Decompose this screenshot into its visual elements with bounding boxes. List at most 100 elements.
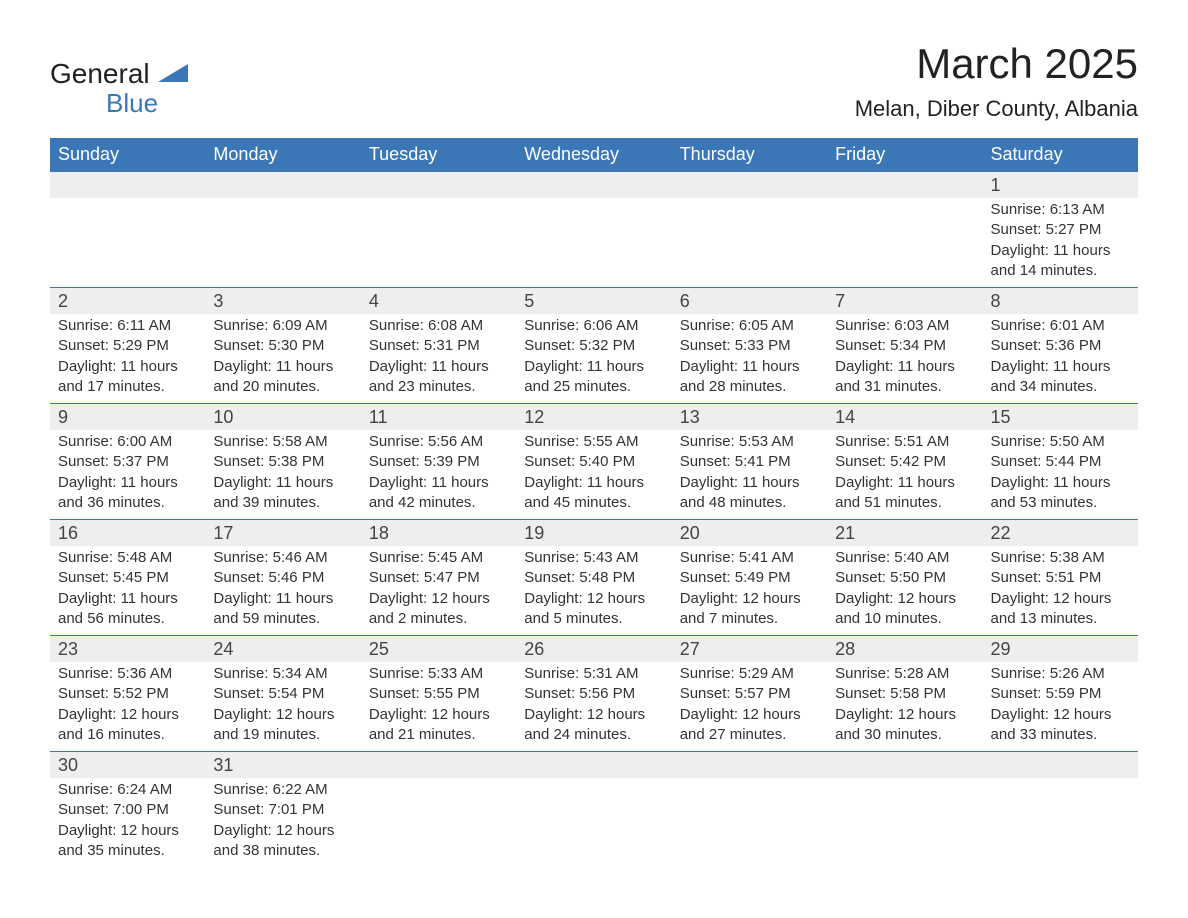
- daylight-text: Daylight: 12 hours: [991, 589, 1130, 609]
- day-number-cell: 2: [50, 288, 205, 315]
- day-number-cell: [827, 172, 982, 199]
- week-detail-row: Sunrise: 6:00 AMSunset: 5:37 PMDaylight:…: [50, 430, 1138, 520]
- daylight-text: and 17 minutes.: [58, 377, 197, 397]
- day-number-cell: 21: [827, 520, 982, 547]
- day-detail-cell: Sunrise: 6:24 AMSunset: 7:00 PMDaylight:…: [50, 778, 205, 867]
- sunrise-text: Sunrise: 6:09 AM: [213, 316, 352, 336]
- header-row: General Blue March 2025 Melan, Diber Cou…: [50, 40, 1138, 128]
- day-number-cell: 22: [983, 520, 1138, 547]
- daylight-text: and 33 minutes.: [991, 725, 1130, 745]
- day-detail-cell: Sunrise: 5:28 AMSunset: 5:58 PMDaylight:…: [827, 662, 982, 752]
- day-number-cell: 10: [205, 404, 360, 431]
- sunrise-text: Sunrise: 5:34 AM: [213, 664, 352, 684]
- daylight-text: and 36 minutes.: [58, 493, 197, 513]
- week-daynum-row: 9101112131415: [50, 404, 1138, 431]
- day-number-cell: 26: [516, 636, 671, 663]
- weekday-header: Saturday: [983, 138, 1138, 172]
- day-detail-cell: Sunrise: 5:33 AMSunset: 5:55 PMDaylight:…: [361, 662, 516, 752]
- day-number-cell: [516, 172, 671, 199]
- sunset-text: Sunset: 5:58 PM: [835, 684, 974, 704]
- sunrise-text: Sunrise: 5:53 AM: [680, 432, 819, 452]
- month-title: March 2025: [855, 40, 1138, 88]
- week-daynum-row: 2345678: [50, 288, 1138, 315]
- sunset-text: Sunset: 5:54 PM: [213, 684, 352, 704]
- daylight-text: Daylight: 11 hours: [213, 473, 352, 493]
- day-number-cell: [672, 172, 827, 199]
- sunset-text: Sunset: 5:46 PM: [213, 568, 352, 588]
- sunrise-text: Sunrise: 5:45 AM: [369, 548, 508, 568]
- sunset-text: Sunset: 5:56 PM: [524, 684, 663, 704]
- day-number-cell: [361, 172, 516, 199]
- day-detail-cell: Sunrise: 5:36 AMSunset: 5:52 PMDaylight:…: [50, 662, 205, 752]
- sunrise-text: Sunrise: 5:40 AM: [835, 548, 974, 568]
- day-number-cell: 18: [361, 520, 516, 547]
- day-detail-cell: [516, 778, 671, 867]
- day-detail-cell: Sunrise: 5:46 AMSunset: 5:46 PMDaylight:…: [205, 546, 360, 636]
- sunset-text: Sunset: 5:47 PM: [369, 568, 508, 588]
- day-number-cell: 31: [205, 752, 360, 779]
- daylight-text: Daylight: 12 hours: [58, 821, 197, 841]
- sunset-text: Sunset: 5:34 PM: [835, 336, 974, 356]
- weekday-header: Tuesday: [361, 138, 516, 172]
- day-number-cell: [983, 752, 1138, 779]
- day-detail-cell: [50, 198, 205, 288]
- day-detail-cell: Sunrise: 5:29 AMSunset: 5:57 PMDaylight:…: [672, 662, 827, 752]
- sunset-text: Sunset: 5:30 PM: [213, 336, 352, 356]
- daylight-text: and 2 minutes.: [369, 609, 508, 629]
- sunrise-text: Sunrise: 5:31 AM: [524, 664, 663, 684]
- day-number-cell: 25: [361, 636, 516, 663]
- sunset-text: Sunset: 5:45 PM: [58, 568, 197, 588]
- day-number-cell: 15: [983, 404, 1138, 431]
- daylight-text: Daylight: 12 hours: [835, 705, 974, 725]
- sunset-text: Sunset: 5:37 PM: [58, 452, 197, 472]
- day-number-cell: 14: [827, 404, 982, 431]
- day-detail-cell: Sunrise: 5:38 AMSunset: 5:51 PMDaylight:…: [983, 546, 1138, 636]
- daylight-text: and 23 minutes.: [369, 377, 508, 397]
- sunrise-text: Sunrise: 6:11 AM: [58, 316, 197, 336]
- day-detail-cell: Sunrise: 5:55 AMSunset: 5:40 PMDaylight:…: [516, 430, 671, 520]
- daylight-text: and 24 minutes.: [524, 725, 663, 745]
- daylight-text: and 59 minutes.: [213, 609, 352, 629]
- sunrise-text: Sunrise: 5:58 AM: [213, 432, 352, 452]
- weekday-header: Sunday: [50, 138, 205, 172]
- sunset-text: Sunset: 5:31 PM: [369, 336, 508, 356]
- daylight-text: Daylight: 12 hours: [58, 705, 197, 725]
- sunset-text: Sunset: 5:55 PM: [369, 684, 508, 704]
- daylight-text: and 51 minutes.: [835, 493, 974, 513]
- daylight-text: and 56 minutes.: [58, 609, 197, 629]
- week-detail-row: Sunrise: 5:48 AMSunset: 5:45 PMDaylight:…: [50, 546, 1138, 636]
- day-number-cell: 19: [516, 520, 671, 547]
- day-detail-cell: [361, 198, 516, 288]
- sunrise-text: Sunrise: 5:43 AM: [524, 548, 663, 568]
- sunrise-text: Sunrise: 6:03 AM: [835, 316, 974, 336]
- day-detail-cell: Sunrise: 6:09 AMSunset: 5:30 PMDaylight:…: [205, 314, 360, 404]
- daylight-text: and 19 minutes.: [213, 725, 352, 745]
- daylight-text: and 34 minutes.: [991, 377, 1130, 397]
- daylight-text: Daylight: 11 hours: [835, 357, 974, 377]
- daylight-text: Daylight: 12 hours: [835, 589, 974, 609]
- daylight-text: and 39 minutes.: [213, 493, 352, 513]
- sunset-text: Sunset: 5:32 PM: [524, 336, 663, 356]
- day-number-cell: 5: [516, 288, 671, 315]
- day-number-cell: 7: [827, 288, 982, 315]
- day-detail-cell: [827, 778, 982, 867]
- day-detail-cell: [361, 778, 516, 867]
- sunset-text: Sunset: 5:27 PM: [991, 220, 1130, 240]
- daylight-text: Daylight: 12 hours: [369, 705, 508, 725]
- sunset-text: Sunset: 5:40 PM: [524, 452, 663, 472]
- day-number-cell: [361, 752, 516, 779]
- day-detail-cell: Sunrise: 6:11 AMSunset: 5:29 PMDaylight:…: [50, 314, 205, 404]
- daylight-text: and 10 minutes.: [835, 609, 974, 629]
- day-number-cell: 3: [205, 288, 360, 315]
- day-number-cell: 1: [983, 172, 1138, 199]
- sunset-text: Sunset: 5:39 PM: [369, 452, 508, 472]
- sunset-text: Sunset: 7:01 PM: [213, 800, 352, 820]
- location-text: Melan, Diber County, Albania: [855, 96, 1138, 122]
- week-detail-row: Sunrise: 5:36 AMSunset: 5:52 PMDaylight:…: [50, 662, 1138, 752]
- day-number-cell: [672, 752, 827, 779]
- daylight-text: and 35 minutes.: [58, 841, 197, 861]
- brand-logo: General Blue: [50, 60, 188, 119]
- title-block: March 2025 Melan, Diber County, Albania: [855, 40, 1138, 128]
- day-detail-cell: Sunrise: 5:51 AMSunset: 5:42 PMDaylight:…: [827, 430, 982, 520]
- sunrise-text: Sunrise: 5:56 AM: [369, 432, 508, 452]
